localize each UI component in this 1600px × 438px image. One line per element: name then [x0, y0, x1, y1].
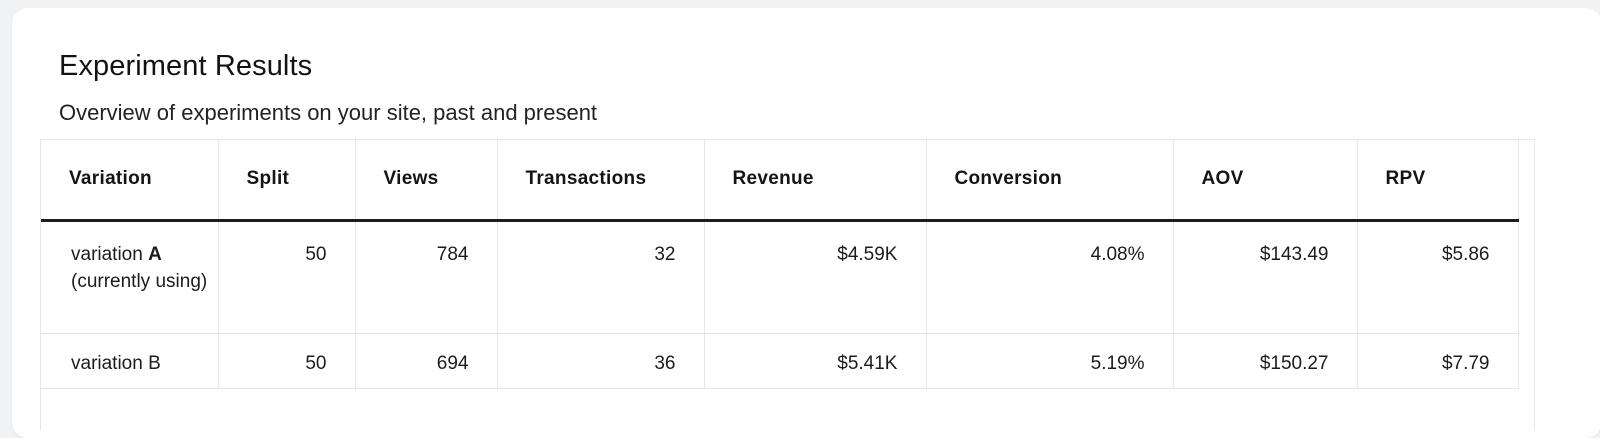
column-header-transactions[interactable]: Transactions — [497, 140, 705, 222]
variation-letter: A — [148, 243, 162, 265]
cell-transactions: 36 — [497, 333, 705, 389]
cell-variation: variation B — [41, 333, 219, 389]
cell-aov: $143.49 — [1173, 220, 1358, 334]
page-title: Experiment Results — [59, 50, 313, 82]
cell-revenue: $4.59K — [704, 220, 927, 334]
column-header-revenue[interactable]: Revenue — [704, 140, 927, 222]
column-header-split[interactable]: Split — [218, 140, 356, 222]
cell-rpv: $5.86 — [1357, 220, 1519, 334]
cell-views: 784 — [355, 220, 498, 334]
variation-prefix: variation — [71, 243, 149, 265]
column-header-rpv[interactable]: RPV — [1357, 140, 1519, 222]
column-header-views[interactable]: Views — [355, 140, 498, 222]
cell-variation: variation A (currently using) — [41, 220, 219, 334]
table-row: variation B 50 694 36 $5.41K 5.19% $150.… — [41, 333, 1519, 389]
page-subtitle: Overview of experiments on your site, pa… — [59, 100, 598, 125]
cell-views: 694 — [355, 333, 498, 389]
variation-suffix: (currently using) — [71, 270, 208, 292]
cell-split: 50 — [218, 220, 356, 334]
table-header-row: Variation Split Views Transactions Reven… — [41, 140, 1519, 222]
cell-transactions: 32 — [497, 220, 705, 334]
results-table: Variation Split Views Transactions Reven… — [41, 140, 1519, 389]
results-table-container: Variation Split Views Transactions Reven… — [40, 139, 1535, 430]
variation-prefix: variation B — [71, 352, 161, 374]
cell-conversion: 5.19% — [926, 333, 1174, 389]
table-row: variation A (currently using) 50 784 32 … — [41, 220, 1519, 334]
cell-revenue: $5.41K — [704, 333, 927, 389]
cell-aov: $150.27 — [1173, 333, 1358, 389]
cell-rpv: $7.79 — [1357, 333, 1519, 389]
column-header-variation[interactable]: Variation — [41, 140, 219, 222]
column-header-conversion[interactable]: Conversion — [926, 140, 1174, 222]
cell-split: 50 — [218, 333, 356, 389]
column-header-aov[interactable]: AOV — [1173, 140, 1358, 222]
cell-conversion: 4.08% — [926, 220, 1174, 334]
